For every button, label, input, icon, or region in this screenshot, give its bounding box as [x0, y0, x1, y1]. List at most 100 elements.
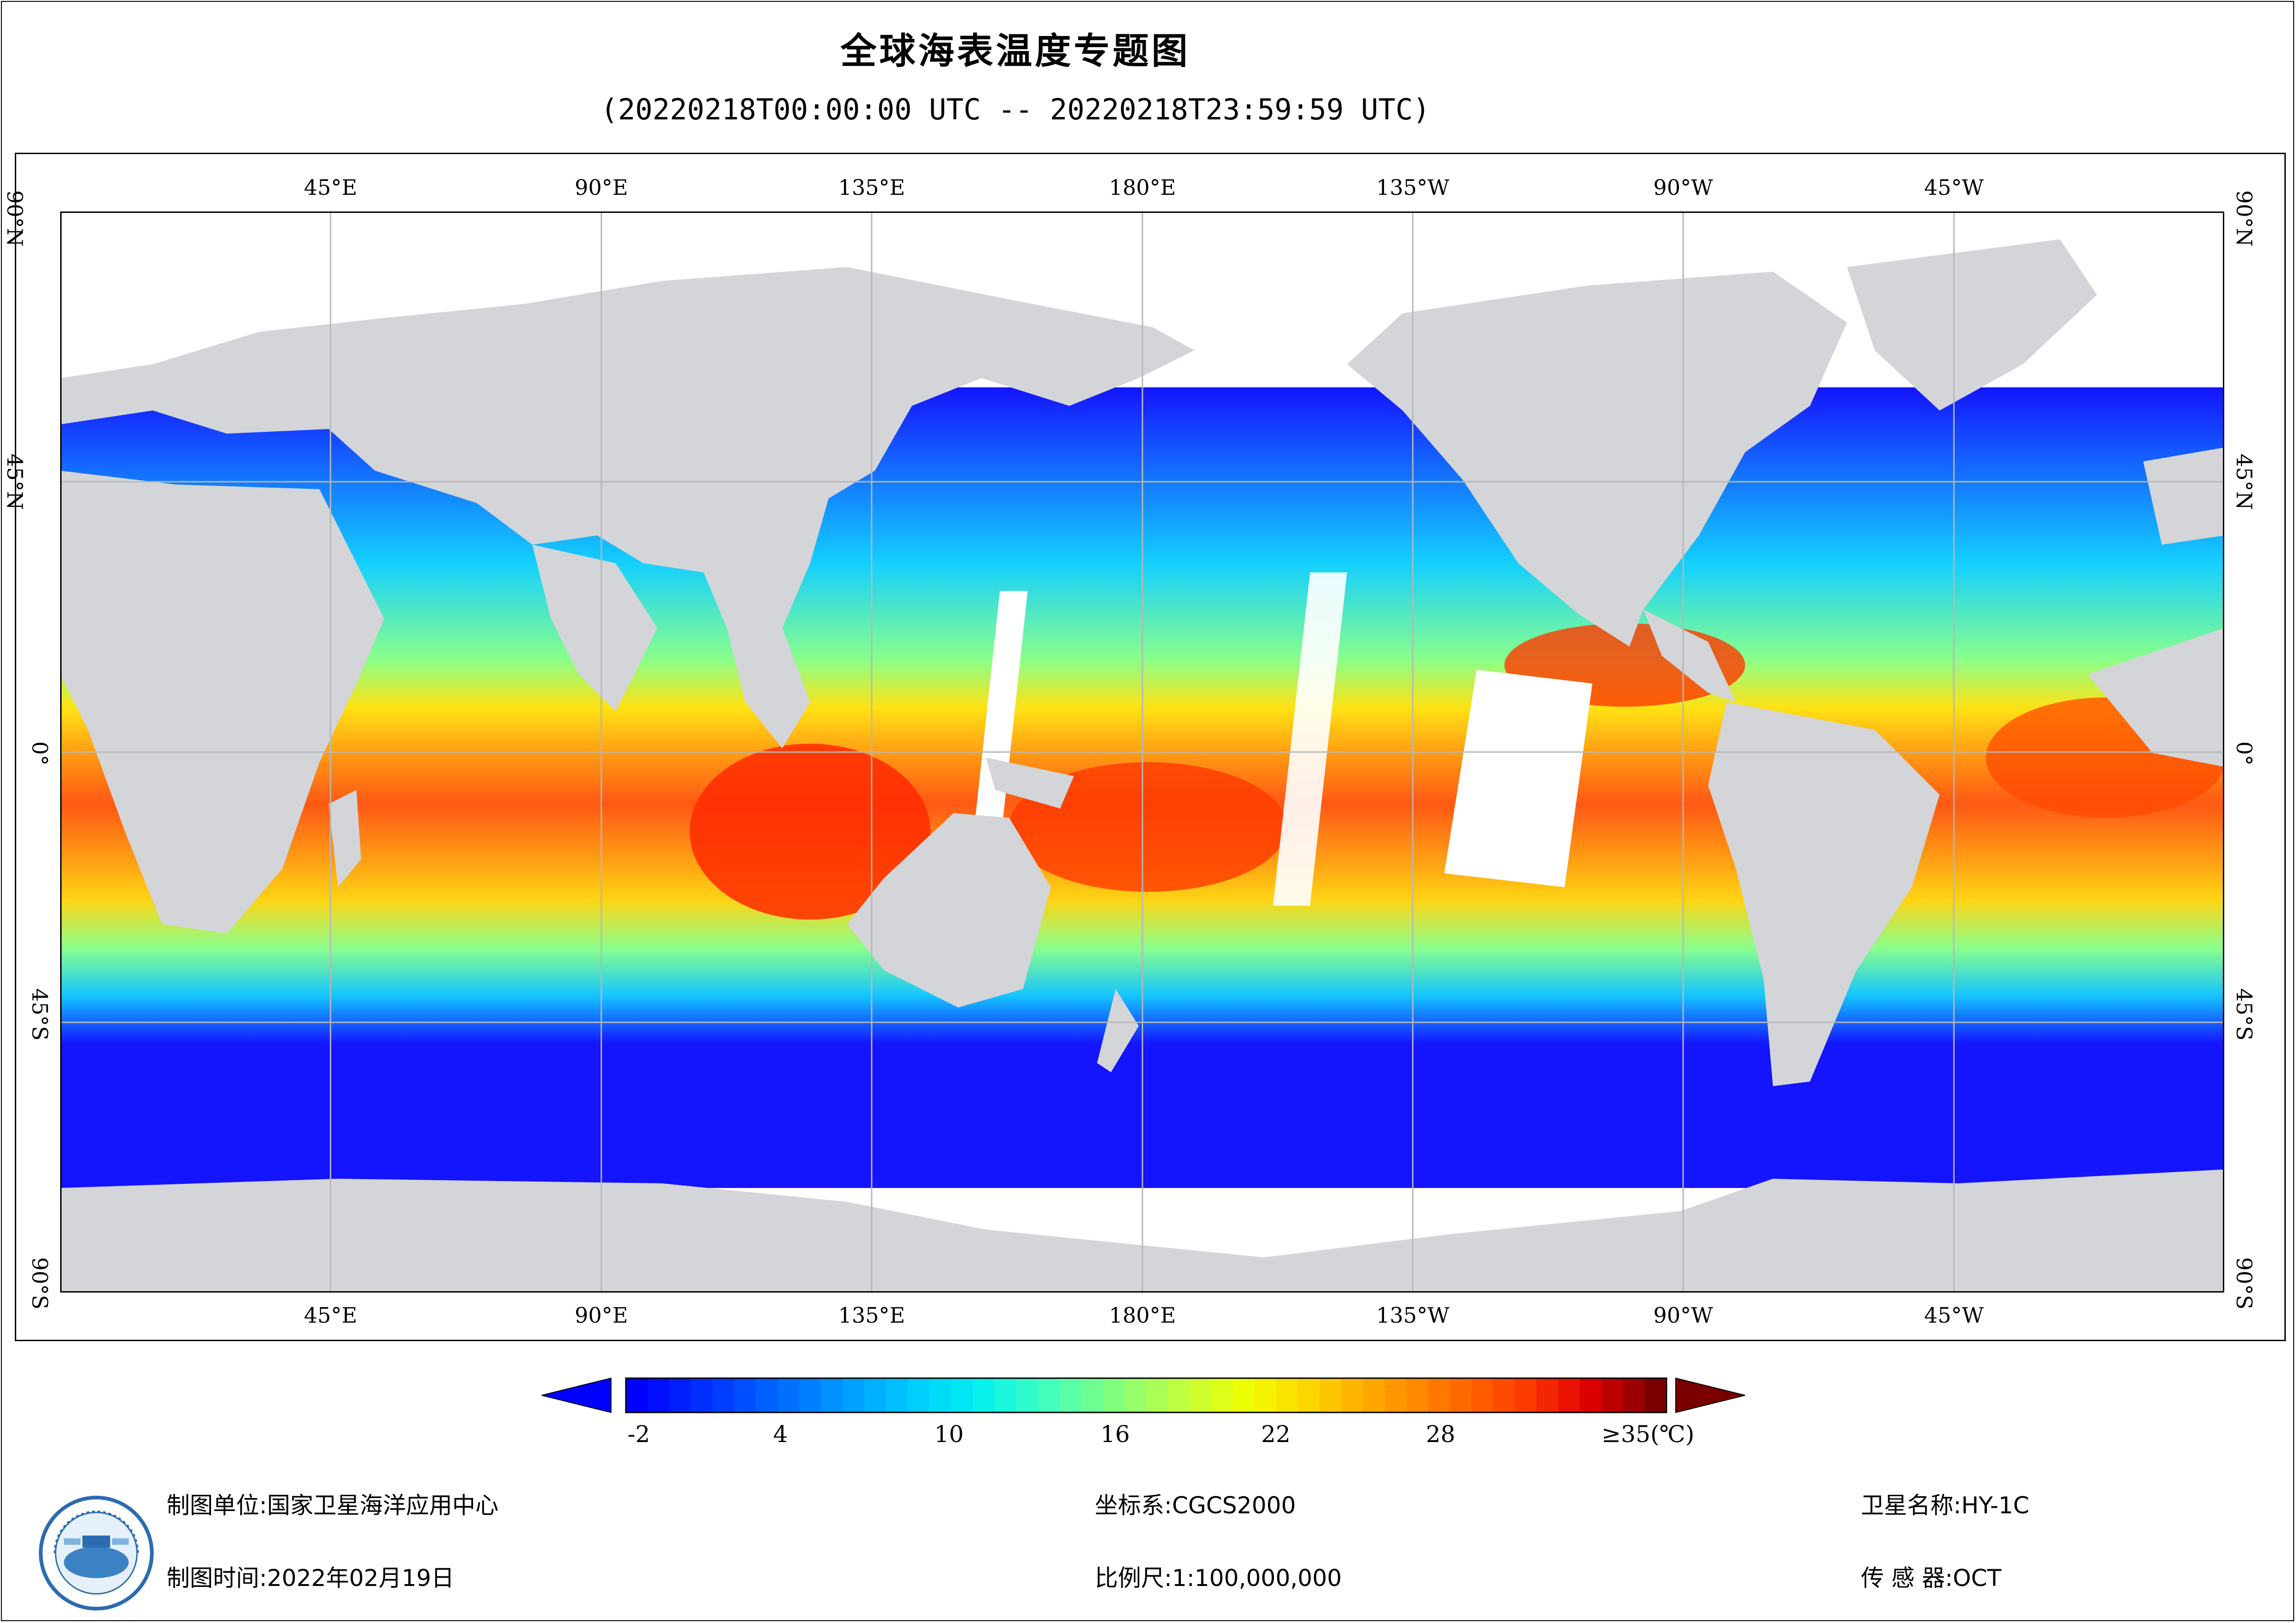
colorbar-cell	[1254, 1378, 1277, 1412]
footer-crs: 坐标系:CGCS2000	[1095, 1487, 1296, 1520]
sst-map[interactable]	[60, 211, 2224, 1293]
land-new-guinea	[986, 758, 1074, 808]
colorbar-cell	[1059, 1378, 1082, 1412]
colorbar-cell	[626, 1378, 648, 1412]
nodata-swath-1	[1444, 670, 1592, 887]
colorbar-cell	[1146, 1378, 1168, 1412]
colorbar-cell	[951, 1378, 973, 1412]
colorbar-cells	[626, 1378, 1667, 1412]
colorbar-cell	[1601, 1378, 1624, 1412]
map-subtitle: (20220218T00:00:00 UTC -- 20220218T23:59…	[600, 93, 1430, 126]
colorbar-cell	[1449, 1378, 1472, 1412]
lat-tick-right-45n: 45°N	[2232, 454, 2257, 510]
lat-tick-right-45s: 45°S	[2232, 988, 2257, 1041]
colorbar-cell	[691, 1378, 713, 1412]
colorbar-cell	[1233, 1378, 1255, 1412]
colorbar-cell	[973, 1378, 995, 1412]
colorbar-cell	[1167, 1378, 1190, 1412]
lon-tick-top-135w: 135°W	[1376, 175, 1450, 200]
colorbar-under-arrow	[542, 1377, 611, 1413]
colorbar-tick: 10	[934, 1421, 964, 1448]
nodata-swath-3	[1273, 572, 1347, 906]
colorbar-cell	[1645, 1378, 1667, 1412]
land-india	[532, 545, 657, 711]
colorbar-cell	[886, 1378, 908, 1412]
lat-tick-right-0: 0°	[2232, 741, 2257, 766]
colorbar-cell	[1493, 1378, 1516, 1412]
land-greenland	[1847, 239, 2097, 410]
lon-tick-bottom-135e: 135°E	[838, 1303, 905, 1328]
lon-tick-bottom-45w: 45°W	[1924, 1303, 1984, 1328]
colorbar-cell	[1363, 1378, 1385, 1412]
footer-satellite-value: HY-1C	[1961, 1492, 2029, 1519]
map-border	[60, 211, 2224, 1293]
lat-tick-right-90n: 90°N	[2232, 190, 2257, 247]
colorbar-cell	[994, 1378, 1017, 1412]
colorbar-cell	[1623, 1378, 1646, 1412]
colorbar-cell	[1037, 1378, 1060, 1412]
colorbar-cell	[842, 1378, 865, 1412]
land-se-asia	[727, 628, 810, 748]
footer-satellite: 卫星名称:HY-1C	[1861, 1487, 2029, 1520]
footer-scale: 比例尺:1:100,000,000	[1095, 1560, 1342, 1593]
colorbar-tick: 28	[1426, 1421, 1455, 1448]
lon-tick-bottom-180: 180°E	[1109, 1303, 1176, 1328]
colorbar-cell	[1189, 1378, 1212, 1412]
land-central-america	[1643, 609, 1736, 702]
land-madagascar	[329, 790, 361, 887]
colorbar-cell	[1276, 1378, 1298, 1412]
sst-colorbar	[542, 1377, 1745, 1413]
colorbar-cell	[864, 1378, 886, 1412]
colorbar-cell	[712, 1378, 735, 1412]
colorbar-cell	[1385, 1378, 1407, 1412]
lat-tick-left-45s: 45°S	[27, 988, 52, 1041]
colorbar-outline	[625, 1377, 1667, 1413]
colorbar-cell	[1515, 1378, 1537, 1412]
land-africa	[60, 471, 384, 933]
colorbar-over-arrow	[1675, 1377, 1745, 1413]
lat-tick-left-90n: 90°N	[2, 190, 27, 247]
land-australia	[847, 813, 1051, 1007]
lon-tick-bottom-90e: 90°E	[574, 1303, 628, 1328]
colorbar-cell	[1103, 1378, 1125, 1412]
colorbar-cell	[1016, 1378, 1038, 1412]
colorbar-tick: ≥35(℃)	[1601, 1421, 1695, 1448]
footer-time: 制图时间:2022年02月19日	[167, 1560, 454, 1593]
lon-tick-top-90e: 90°E	[574, 175, 628, 200]
land-new-zealand	[1097, 989, 1139, 1072]
colorbar-cell	[799, 1378, 822, 1412]
colorbar-cell	[1211, 1378, 1234, 1412]
colorbar-tick: -2	[627, 1421, 650, 1448]
footer-scale-label: 比例尺:	[1095, 1565, 1172, 1592]
colorbar-cell	[1341, 1378, 1364, 1412]
colorbar-cell	[1081, 1378, 1104, 1412]
footer-time-value: 2022年02月19日	[267, 1565, 455, 1592]
footer-sensor-label: 传 感 器:	[1861, 1565, 1953, 1592]
lon-tick-bottom-90w: 90°W	[1653, 1303, 1713, 1328]
land-europe	[2143, 448, 2224, 545]
lon-tick-bottom-135w: 135°W	[1376, 1303, 1450, 1328]
colorbar-cell	[669, 1378, 692, 1412]
footer-satellite-label: 卫星名称:	[1861, 1492, 1961, 1519]
colorbar-cell	[821, 1378, 843, 1412]
lat-tick-left-90s: 90°S	[27, 1257, 52, 1310]
colorbar-cell	[1319, 1378, 1342, 1412]
lon-tick-top-135e: 135°E	[838, 175, 905, 200]
nsoas-logo-icon	[39, 1496, 154, 1611]
colorbar-cell	[1536, 1378, 1559, 1412]
colorbar-cell	[1428, 1378, 1450, 1412]
warm-pool-indian	[690, 744, 930, 920]
footer-maker-label: 制图单位:	[167, 1492, 267, 1519]
lon-tick-top-90w: 90°W	[1653, 175, 1713, 200]
land-south-america	[1708, 702, 1940, 1086]
map-frame	[15, 153, 2286, 1341]
lat-tick-left-45n: 45°N	[2, 454, 27, 510]
lon-tick-top-45w: 45°W	[1924, 175, 1984, 200]
land-eurasia	[60, 267, 1194, 628]
colorbar-cell	[1406, 1378, 1429, 1412]
graticule	[60, 211, 2224, 1293]
colorbar-cell	[1558, 1378, 1580, 1412]
footer-scale-value: 1:100,000,000	[1172, 1565, 1342, 1592]
colorbar-cell	[929, 1378, 952, 1412]
